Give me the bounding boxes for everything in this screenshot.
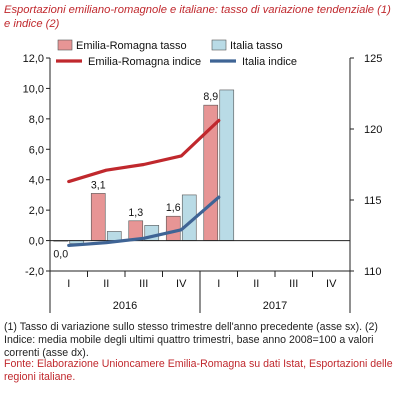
data-label: 0,0 bbox=[53, 249, 68, 261]
left-tick-label: 6,0 bbox=[29, 144, 44, 156]
chart: Emilia-Romagna tasso Italia tasso Emilia-R… bbox=[23, 39, 382, 313]
x-tick-label: I bbox=[217, 278, 220, 290]
left-tick-label: 8,0 bbox=[29, 114, 44, 126]
x-tick-label: II bbox=[103, 278, 109, 290]
left-tick-label: 12,0 bbox=[23, 53, 44, 65]
x-tick-label: III bbox=[139, 278, 148, 290]
left-tick-label: 2,0 bbox=[29, 205, 44, 217]
data-labels: 0,0 3,1 1,3 1,6 8,9 bbox=[53, 91, 218, 260]
x-group-label: 2017 bbox=[263, 300, 287, 312]
legend-label: Emilia-Romagna indice bbox=[88, 56, 201, 68]
er-bar bbox=[165, 215, 181, 241]
right-tick-label: 115 bbox=[364, 195, 382, 207]
x-tick-label: IV bbox=[176, 278, 187, 290]
footnotes: (1) Tasso di variazione sullo stesso tri… bbox=[4, 321, 378, 359]
x-tick-label: III bbox=[289, 278, 298, 290]
left-tick-label: 4,0 bbox=[29, 175, 44, 187]
left-axis: -2,0 0,0 2,0 4,0 6,0 8,0 10,0 12,0 bbox=[23, 53, 51, 278]
chart-title: Esportazioni emiliano-romagnole e italia… bbox=[4, 4, 391, 30]
data-label: 1,6 bbox=[166, 202, 181, 214]
right-tick-label: 125 bbox=[364, 53, 382, 65]
data-label: 8,9 bbox=[203, 91, 218, 103]
it-index-line bbox=[67, 195, 221, 248]
legend-label: Emilia-Romagna tasso bbox=[76, 40, 187, 52]
left-tick-label: 10,0 bbox=[23, 83, 44, 95]
line-layer bbox=[67, 118, 221, 248]
data-label: 3,1 bbox=[91, 179, 106, 191]
er-bar bbox=[90, 193, 106, 241]
legend: Emilia-Romagna tasso Italia tasso Emilia-R… bbox=[56, 39, 297, 68]
legend-swatch bbox=[211, 39, 227, 51]
x-tick-label: IV bbox=[326, 278, 337, 290]
x-group-label: 2016 bbox=[113, 300, 137, 312]
left-tick-label: 0,0 bbox=[29, 236, 44, 248]
left-tick-label: -2,0 bbox=[25, 266, 44, 278]
it-bar bbox=[219, 89, 235, 241]
er-index-line bbox=[67, 118, 221, 184]
it-bar bbox=[106, 231, 122, 241]
legend-label: Italia tasso bbox=[230, 40, 283, 52]
data-label: 1,3 bbox=[128, 207, 143, 219]
legend-swatch bbox=[57, 39, 73, 51]
x-tick-label: II bbox=[253, 278, 259, 290]
right-axis: 110 115 120 125 bbox=[349, 53, 382, 278]
right-tick-label: 110 bbox=[364, 266, 382, 278]
x-tick-label: I bbox=[67, 278, 70, 290]
bar-layer bbox=[50, 89, 350, 244]
right-tick-label: 120 bbox=[364, 124, 382, 136]
source-note: Fonte: Elaborazione Unioncamere Emilia-R… bbox=[4, 358, 393, 383]
legend-label: Italia indice bbox=[242, 56, 297, 68]
